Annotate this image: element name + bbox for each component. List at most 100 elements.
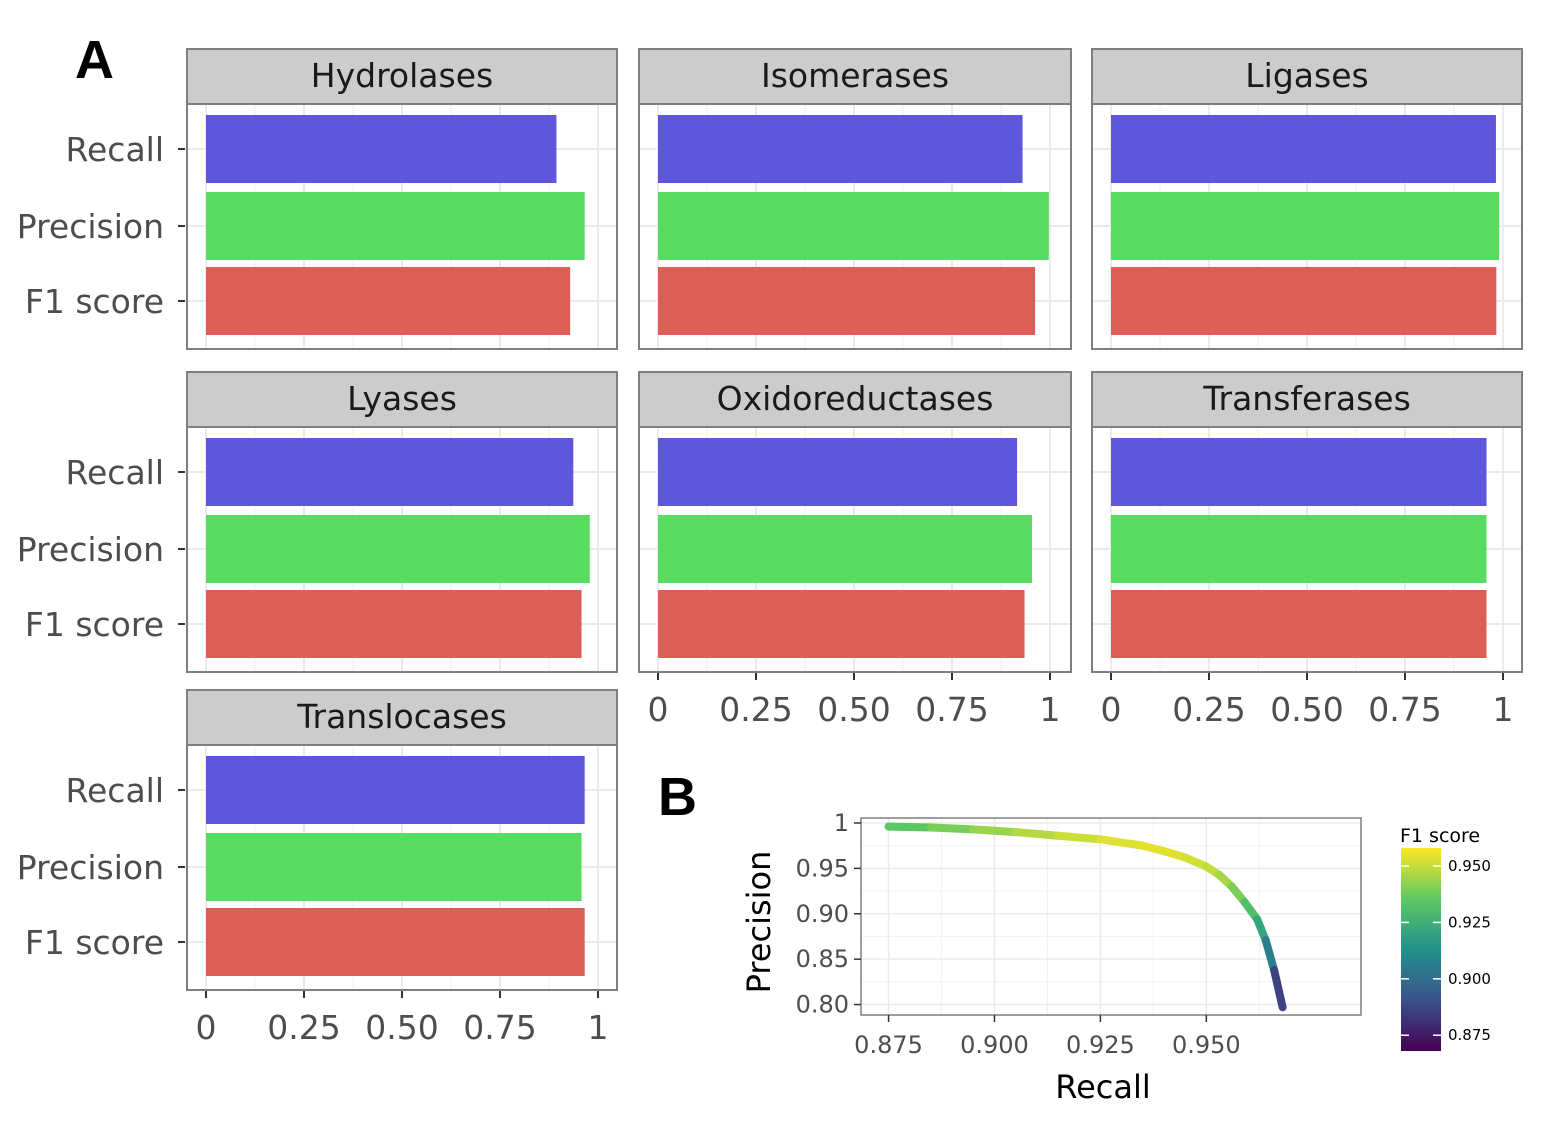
bar-ligases-f1	[1111, 267, 1497, 335]
color-legend: F1 score 0.875 0.900 0.925 0.950	[1400, 825, 1491, 1051]
facet-translocases: Translocases Recall Precision F1 score 0 0.25…	[17, 689, 618, 1047]
bar-transferases-precision	[1111, 515, 1487, 583]
bar-ligases-recall	[1111, 115, 1496, 183]
xtick-label: 0.900	[960, 1031, 1029, 1059]
facet-panel-border-translocases	[186, 744, 618, 991]
facet-ligases: Ligases	[1091, 48, 1523, 350]
bar-lyases-recall	[206, 438, 574, 506]
ytick-label-precision: Precision	[17, 207, 164, 246]
facet-strip-label-oxidoreductases: Oxidoreductases	[717, 379, 994, 418]
facet-panel-border-isomerases	[638, 103, 1072, 350]
xtick-label: 0.25	[719, 690, 792, 729]
ytick-label-recall: Recall	[66, 771, 164, 810]
xtick-label: 0.925	[1066, 1031, 1135, 1059]
facet-strip-transferases	[1091, 371, 1523, 428]
xtick-label: 0	[1101, 690, 1122, 729]
pr-curve-segment	[884, 822, 935, 832]
legend-tick-label: 0.925	[1448, 913, 1491, 931]
bar-isomerases-precision	[658, 192, 1049, 260]
pr-curve	[884, 822, 1287, 1012]
legend-tick-label: 0.900	[1448, 970, 1491, 988]
facet-strip-translocases	[186, 689, 618, 746]
facet-hydrolases: Hydrolases Recall Precision F1 score	[17, 48, 618, 350]
bar-oxidoreductases-f1	[658, 590, 1025, 658]
ytick-label-f1: F1 score	[25, 923, 164, 962]
legend-title: F1 score	[1400, 825, 1480, 847]
ytick-label-recall: Recall	[66, 453, 164, 492]
xtick-label: 0.50	[817, 690, 890, 729]
xtick-label: 0.875	[854, 1031, 923, 1059]
facet-strip-ligases	[1091, 48, 1523, 105]
ytick-label: 0.80	[796, 991, 849, 1019]
ytick-label: 0.85	[796, 945, 849, 973]
facet-strip-label-transferases: Transferases	[1202, 379, 1411, 418]
panel-a-faceted-bar-chart: Hydrolases Recall Precision F1 score Isomera…	[17, 48, 1523, 1047]
facet-strip-label-isomerases: Isomerases	[761, 56, 949, 95]
pr-curve-segment	[926, 823, 978, 834]
facet-strip-label-ligases: Ligases	[1245, 56, 1368, 95]
bar-transferases-recall	[1111, 438, 1487, 506]
plot-border	[860, 817, 1362, 1016]
bar-hydrolases-f1	[206, 267, 571, 335]
facet-strip-label-translocases: Translocases	[296, 697, 507, 736]
ytick-label-f1: F1 score	[25, 282, 164, 321]
ytick-label-recall: Recall	[66, 130, 164, 169]
bar-translocases-precision	[206, 833, 582, 901]
xtick-label: 0.50	[365, 1008, 438, 1047]
pr-curve-segment	[1270, 966, 1287, 1012]
ytick-label: 1	[834, 809, 849, 837]
facet-isomerases: Isomerases	[638, 48, 1072, 350]
facet-panel-border-lyases	[186, 426, 618, 673]
facet-panel-border-transferases	[1091, 426, 1523, 673]
xtick-label: 0.75	[1368, 690, 1441, 729]
x-axis-title: Recall	[1055, 1068, 1150, 1106]
bar-isomerases-recall	[658, 115, 1023, 183]
facet-transferases: Transferases 0 0.25 0.50 0.75 1	[1091, 371, 1523, 729]
facet-lyases: Lyases Recall Precision F1 score	[17, 371, 618, 673]
ytick-label-f1: F1 score	[25, 605, 164, 644]
bar-isomerases-f1	[658, 267, 1036, 335]
bar-oxidoreductases-precision	[658, 515, 1032, 583]
bar-lyases-precision	[206, 515, 590, 583]
pr-curve-segment	[1054, 831, 1105, 844]
facet-strip-isomerases	[638, 48, 1072, 105]
ytick-label: 0.90	[796, 900, 849, 928]
facet-panel-border-oxidoreductases	[638, 426, 1072, 673]
pr-curve-segment	[1011, 828, 1063, 840]
pr-curve-segment	[1096, 835, 1147, 850]
xtick-label: 0	[648, 690, 669, 729]
xtick-label: 0.25	[1172, 690, 1245, 729]
ytick-label: 0.95	[796, 854, 849, 882]
xtick-label: 1	[1040, 690, 1061, 729]
legend-tick-label: 0.950	[1448, 857, 1491, 875]
bar-hydrolases-recall	[206, 115, 557, 183]
bar-ligases-precision	[1111, 192, 1500, 260]
panel-label-b: B	[658, 767, 697, 827]
xtick-label: 0	[196, 1008, 217, 1047]
bar-hydrolases-precision	[206, 192, 585, 260]
facet-strip-lyases	[186, 371, 618, 428]
bar-lyases-f1	[206, 590, 582, 658]
xtick-label: 0.75	[463, 1008, 536, 1047]
facet-panel-border-hydrolases	[186, 103, 618, 350]
legend-colorbar	[1401, 848, 1441, 1051]
xtick-label: 1	[588, 1008, 609, 1047]
facet-strip-oxidoreductases	[638, 371, 1072, 428]
bar-oxidoreductases-recall	[658, 438, 1018, 506]
bar-transferases-f1	[1111, 590, 1487, 658]
facet-strip-hydrolases	[186, 48, 618, 105]
plot-background	[861, 818, 1361, 1015]
panel-label-a: A	[75, 30, 114, 90]
facet-panel-border-ligases	[1091, 103, 1523, 350]
y-axis-title: Precision	[740, 851, 778, 994]
bar-translocases-recall	[206, 756, 585, 824]
facet-strip-label-hydrolases: Hydrolases	[311, 56, 493, 95]
ytick-label-precision: Precision	[17, 530, 164, 569]
xtick-label: 0.50	[1270, 690, 1343, 729]
legend-tick-label: 0.875	[1448, 1026, 1491, 1044]
xtick-label: 0.25	[267, 1008, 340, 1047]
ytick-label-precision: Precision	[17, 848, 164, 887]
bar-translocases-f1	[206, 908, 585, 976]
panel-b-precision-recall-curve: 0.875 0.900 0.925 0.950 0.80 0.85 0.90 0.95 1 Rec…	[740, 809, 1491, 1106]
